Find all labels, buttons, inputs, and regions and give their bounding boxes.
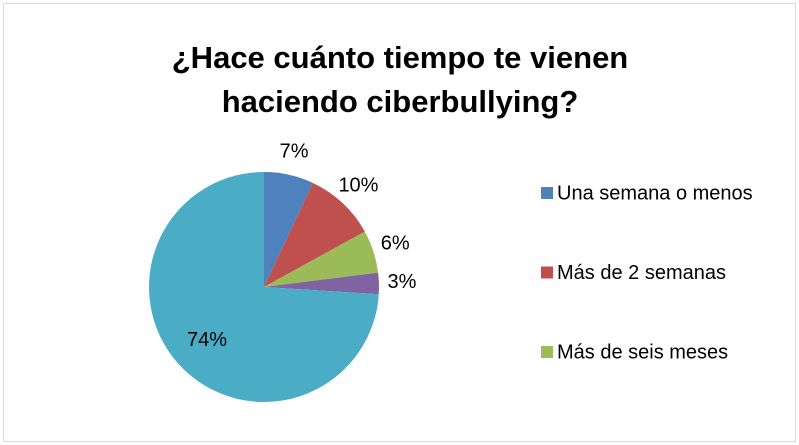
chart-title: ¿Hace cuánto tiempo te vienen haciendo c… — [171, 40, 629, 119]
pie-slice — [148, 172, 379, 402]
pie-slice — [264, 172, 313, 287]
data-label: 74% — [187, 329, 227, 351]
legend-swatch — [541, 266, 553, 279]
data-label: 3% — [387, 271, 416, 293]
data-label: 10% — [338, 175, 378, 197]
pie-slice — [264, 272, 379, 295]
legend-swatch — [541, 187, 553, 199]
chart-border — [3, 3, 796, 442]
legend-swatch — [541, 346, 553, 358]
legend-label: Más de seis meses — [557, 341, 728, 363]
legend-label: Una semana o menos — [557, 182, 753, 204]
data-label: 6% — [381, 233, 410, 255]
pie-slice — [264, 182, 365, 287]
pie-slice — [264, 231, 379, 287]
legend-label: Más de 2 semanas — [557, 262, 726, 284]
data-label: 7% — [280, 141, 309, 163]
